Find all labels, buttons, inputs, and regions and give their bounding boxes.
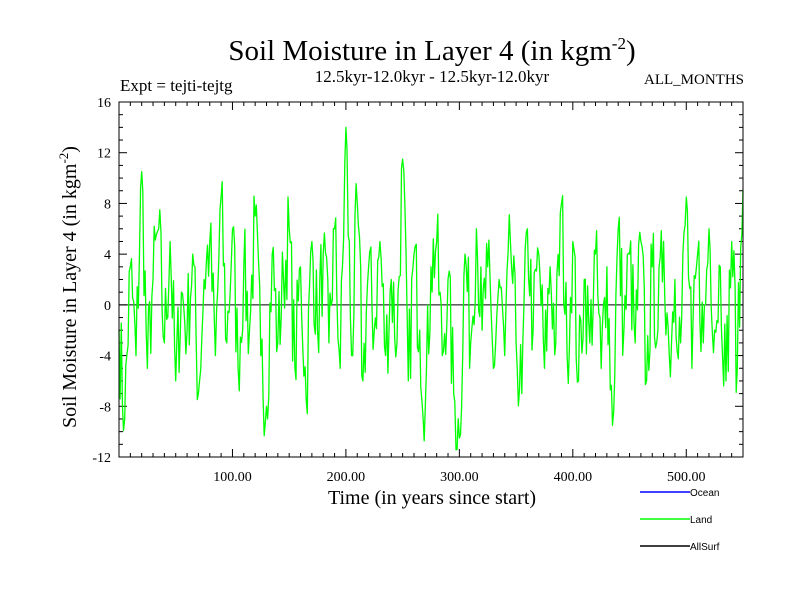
- series-lines: [118, 126, 744, 451]
- legend-label-land: Land: [690, 515, 712, 526]
- x-tick-label: 100.00: [213, 470, 252, 485]
- plot-frame: [118, 101, 744, 458]
- x-axis-label: Time (in years since start): [328, 487, 536, 509]
- y-tick-label: -12: [92, 451, 111, 466]
- y-tick-label: 0: [104, 299, 111, 314]
- chart-title: Soil Moisture in Layer 4 (in kgm-2): [228, 34, 635, 67]
- series-line-land: [118, 126, 744, 451]
- x-tick-label: 300.00: [440, 470, 479, 485]
- period-label: 12.5kyr-12.0kyr - 12.5kyr-12.0kyr: [315, 67, 550, 86]
- y-tick-label: 12: [97, 147, 111, 162]
- x-tick-label: 200.00: [327, 470, 366, 485]
- x-tick-label: 400.00: [554, 470, 593, 485]
- legend-label-allsurf: AllSurf: [690, 542, 720, 553]
- tick-labels: -12 -8 -4 0 4 8 12 16 100.00 200.00 300.00 400.00 50…: [92, 96, 705, 485]
- y-tick-label: 8: [104, 197, 111, 212]
- legend: Ocean Land AllSurf: [640, 488, 720, 553]
- x-tick-label: 500.00: [667, 470, 706, 485]
- y-tick-label: 16: [97, 96, 111, 111]
- y-axis-label: Soil Moisture in Layer 4 (in kgm-2): [56, 146, 81, 428]
- months-label: ALL_MONTHS: [644, 72, 744, 88]
- legend-label-ocean: Ocean: [690, 488, 719, 499]
- expt-label: Expt = tejti-tejtg: [120, 76, 233, 95]
- y-tick-label: 4: [104, 248, 111, 263]
- y-tick-label: -8: [99, 400, 111, 415]
- y-tick-label: -4: [99, 350, 111, 365]
